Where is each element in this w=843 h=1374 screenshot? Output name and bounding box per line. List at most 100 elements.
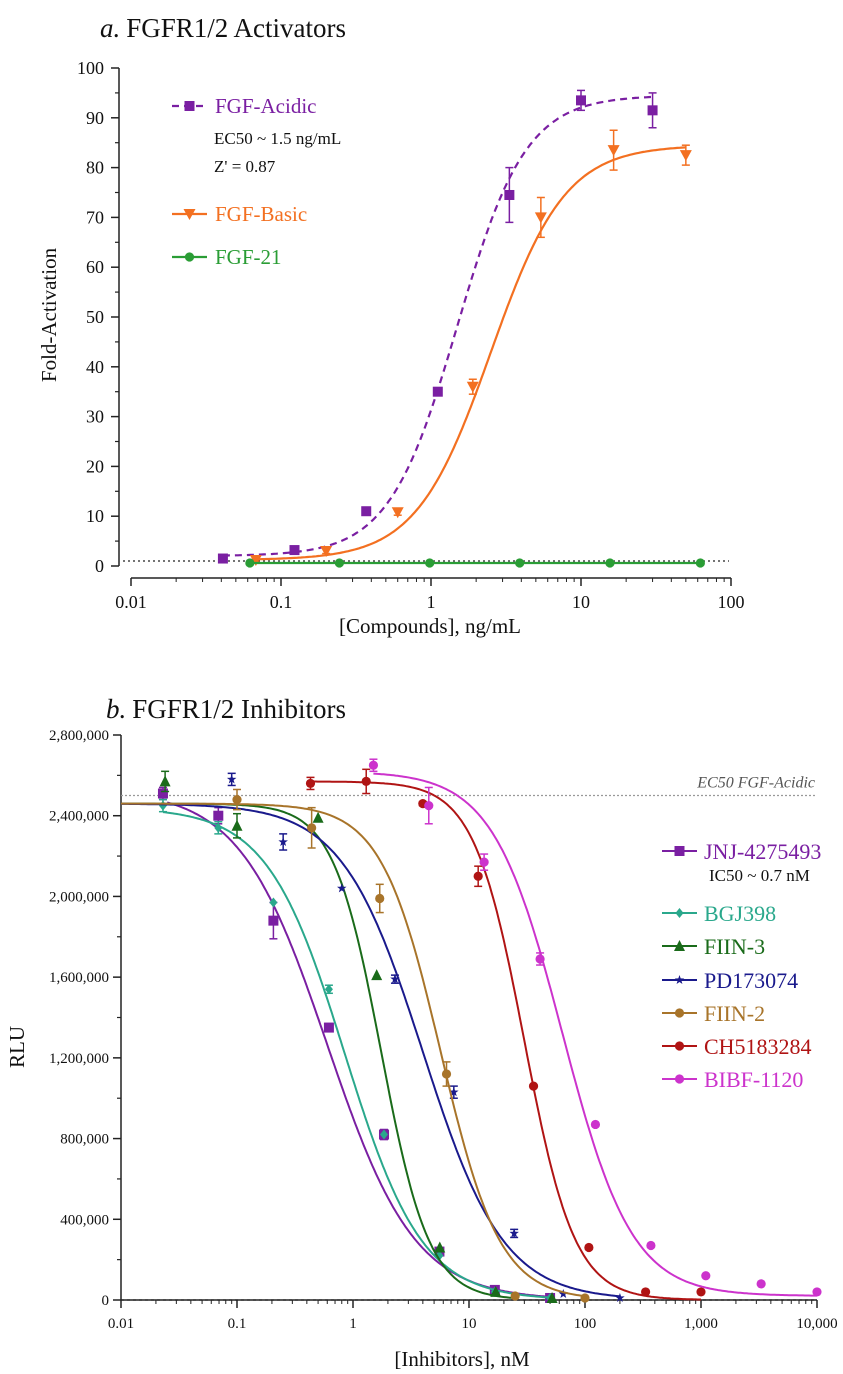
data-point (515, 558, 525, 568)
data-point (432, 386, 443, 397)
data-point (289, 545, 300, 556)
panel-b-ytick-label: 1,600,000 (49, 970, 109, 986)
panel-b-ytick-label: 400,000 (60, 1212, 109, 1228)
panel-b-letter: b. (106, 694, 126, 724)
fit-curve-fgf-basic (255, 146, 686, 561)
legend-label: FIIN-3 (704, 934, 765, 959)
data-point (217, 553, 228, 564)
panel-a-ylabel: Fold-Activation (37, 247, 61, 382)
data-point (580, 1293, 590, 1303)
panel-a-ytick-label: 90 (86, 108, 104, 128)
panel-a-ytick-label: 30 (86, 407, 104, 427)
data-point (157, 788, 168, 799)
data-point (226, 774, 237, 784)
panel-b-legend: JNJ-4275493 BGJ398 FIIN-3 PD173074 FIIN-2 CH5… (662, 839, 821, 1092)
fit-curve-fiin-3 (121, 802, 516, 1300)
fit-curve-fgf-acidic (222, 95, 653, 557)
legend-marker (674, 940, 685, 951)
panel-a-ytick-label: 60 (86, 257, 104, 277)
legend-label: FGF-Basic (215, 202, 307, 226)
data-point (695, 558, 705, 568)
data-point (812, 1287, 822, 1297)
data-point (504, 189, 515, 200)
panel-b-ytick-label: 800,000 (60, 1132, 109, 1148)
data-point (424, 801, 434, 811)
data-point (647, 105, 658, 116)
legend-item-bgj398: BGJ398 (662, 901, 776, 926)
panel-b-xtick-label: 1 (349, 1316, 357, 1332)
series-bibf-1120 (368, 758, 822, 1297)
legend-item-bibf-1120: BIBF-1120 (662, 1067, 803, 1092)
data-point (607, 145, 620, 157)
data-point (390, 974, 400, 984)
data-point (159, 775, 171, 787)
data-point (546, 1291, 558, 1303)
data-point (449, 1087, 459, 1097)
data-point (646, 1240, 656, 1251)
legend-label: PD173074 (704, 968, 798, 993)
legend-label: BGJ398 (704, 901, 776, 926)
data-point (473, 871, 483, 881)
panel-a-xtick-label: 100 (718, 592, 745, 612)
legend-item-fgf-basic: FGF-Basic (172, 202, 307, 226)
panel-a-title: a. FGFR1/2 Activators (100, 13, 346, 43)
data-point (605, 558, 615, 568)
data-point (391, 507, 404, 519)
data-point (371, 969, 383, 981)
data-point (312, 811, 324, 823)
legend-item-pd173074: PD173074 (662, 968, 798, 993)
data-point (534, 212, 547, 224)
data-point (213, 810, 224, 821)
data-point (379, 1129, 388, 1140)
series-jnj-4275493 (157, 786, 556, 1303)
panel-a-ytick-label: 80 (86, 158, 104, 178)
panel-a-legend: FGF-Acidic FGF-Basic FGF-21 EC50 ~ 1.5 ng/m… (172, 94, 341, 269)
fit-curve-jnj-4275493 (166, 801, 551, 1298)
panel-b-ytick-label: 2,800,000 (49, 728, 109, 744)
panel-b-ytick-label: 1,200,000 (49, 1051, 109, 1067)
legend-label: FIIN-2 (704, 1001, 765, 1026)
panel-b-ytick-label: 2,400,000 (49, 809, 109, 825)
data-point (756, 1279, 766, 1289)
data-point (231, 819, 243, 831)
data-point (679, 150, 692, 162)
data-point (324, 984, 333, 995)
data-point (361, 776, 371, 787)
panel-a-plot: 0 10 20 30 40 50 60 70 80 90 100 0.01 0.1 1 10 100 FGF-A… (77, 58, 745, 612)
data-point (576, 95, 586, 106)
data-point (307, 823, 317, 833)
panel-a-xtick-label: 0.1 (270, 592, 293, 612)
data-point (558, 1288, 569, 1298)
legend-marker (675, 908, 684, 918)
data-point (323, 1022, 334, 1033)
legend-marker (674, 1074, 685, 1084)
legend-label: JNJ-4275493 (704, 839, 821, 864)
jnj-ic50-annotation: IC50 ~ 0.7 nM (709, 866, 810, 885)
legend-label: BIBF-1120 (704, 1067, 803, 1092)
legend-label: CH5183284 (704, 1034, 812, 1059)
data-point (158, 800, 167, 811)
data-point (615, 1292, 625, 1303)
data-point (245, 558, 255, 568)
panel-b-xtick-label: 100 (574, 1316, 597, 1332)
fit-curve-bgj398 (162, 811, 551, 1299)
data-point (305, 778, 316, 789)
data-point (337, 883, 347, 893)
legend-marker (674, 846, 685, 856)
ec50-annotation: EC50 ~ 1.5 ng/mL (214, 129, 341, 148)
legend-item-fiin-2: FIIN-2 (662, 1001, 765, 1026)
panel-b-xtick-label: 0.1 (228, 1316, 247, 1332)
panel-a-xlabel: [Compounds], ng/mL (339, 614, 521, 638)
panel-a-title-text: FGFR1/2 Activators (126, 13, 346, 43)
series-fgf-21 (245, 558, 705, 568)
panel-b-xtick-label: 10,000 (796, 1316, 837, 1332)
data-point (214, 822, 223, 833)
data-point (232, 794, 242, 805)
legend-item-fgf-acidic: FGF-Acidic (172, 94, 317, 118)
panel-a-xtick-label: 1 (427, 592, 436, 612)
legend-marker (184, 252, 195, 262)
panel-b-title: b. FGFR1/2 Inhibitors (106, 694, 346, 724)
panel-b-ref-label: EC50 FGF-Acidic (696, 775, 815, 792)
data-point (490, 1285, 502, 1297)
